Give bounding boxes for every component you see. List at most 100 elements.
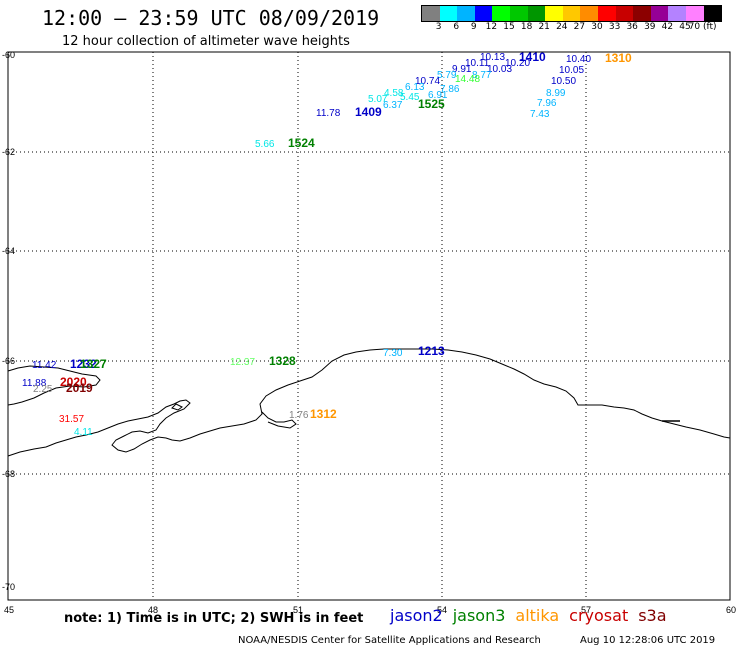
wave-height-value: 12.37: [230, 357, 255, 368]
pass-time-label: 1213: [418, 344, 445, 358]
scale-swatch: [650, 6, 669, 21]
wave-height-value: 9.91: [452, 64, 472, 75]
scale-swatch: [597, 6, 616, 21]
lon-tick-48: 48: [148, 605, 158, 615]
legend-cryosat: cryosat: [569, 606, 629, 625]
wave-height-value: 1.76: [289, 410, 309, 421]
lat-tick-68: -68: [2, 469, 15, 479]
lat-tick-64: -64: [2, 246, 15, 256]
wave-height-value: 5.07: [368, 94, 388, 105]
pass-time-label: 1310: [605, 51, 632, 65]
wave-height-value: 5.66: [255, 139, 275, 150]
satellite-legend: jason2 jason3 altika cryosat s3a: [390, 606, 677, 625]
scale-swatch: [439, 6, 458, 21]
scale-swatch: [545, 6, 563, 21]
wave-height-value: 10.40: [566, 54, 591, 65]
scale-label: 39: [644, 22, 656, 32]
legend-altika: altika: [515, 606, 560, 625]
wave-height-value: 11.42: [32, 360, 57, 371]
map-subtitle: 12 hour collection of altimeter wave hei…: [62, 34, 350, 49]
wave-height-value: 4.58: [384, 88, 404, 99]
legend-jason3: jason3: [452, 606, 506, 625]
lat-tick-66: -66: [2, 356, 15, 366]
lon-tick-51: 51: [293, 605, 303, 615]
lon-tick-45: 45: [4, 605, 14, 615]
map-frame: [7, 51, 731, 601]
scale-swatch: [615, 6, 634, 21]
legend-s3a: s3a: [638, 606, 667, 625]
wave-height-value: 5.79: [437, 70, 457, 81]
pass-time-label: 2020: [60, 375, 87, 389]
graticule: [8, 52, 730, 600]
scale-swatch: [703, 6, 722, 21]
pass-time-label: 1410: [519, 50, 546, 64]
wave-height-value: 7.86: [440, 84, 460, 95]
pass-time-label: 1327: [80, 357, 107, 371]
scale-swatch: [668, 6, 686, 21]
scale-label: 30: [591, 22, 603, 32]
pass-time-label: 1524: [288, 136, 315, 150]
scale-label: 18: [520, 22, 533, 32]
scale-label: 9: [470, 22, 477, 32]
scale-swatch: [527, 6, 546, 21]
lat-tick-62: -62: [2, 147, 15, 157]
scale-swatch: [633, 6, 651, 21]
wave-height-value: 10.13: [480, 52, 505, 63]
wave-height-value: 11.88: [22, 378, 47, 389]
wave-height-value: 7.30: [383, 348, 403, 359]
scale-label: 6: [453, 22, 460, 32]
credit-line: NOAA/NESDIS Center for Satellite Applica…: [238, 635, 541, 646]
scale-label: 3: [435, 22, 442, 32]
wave-height-value: 8.77: [472, 70, 492, 81]
wave-height-value: 10.03: [487, 64, 512, 75]
scale-label: 15: [503, 22, 515, 32]
wave-height-value: 6.91: [428, 90, 448, 101]
pass-time-label: 1525: [418, 97, 445, 111]
pass-time-label: 2019: [66, 381, 93, 395]
scale-swatch: [422, 6, 440, 21]
scale-label: 27: [573, 22, 586, 32]
wave-height-value: 2.25: [33, 384, 53, 395]
wave-height-value: 6.37: [383, 100, 403, 111]
pass-time-labels: 1410 1310 1409 1525 1524 1213 1328 1312 12321327…: [60, 50, 632, 421]
scale-label: 12: [485, 22, 498, 32]
lat-tick-60: -60: [2, 50, 15, 60]
wave-height-value: 6.13: [405, 82, 425, 93]
scale-swatch: [580, 6, 598, 21]
lat-tick-70: -70: [2, 582, 15, 592]
wave-height-value: 4.11: [74, 427, 93, 438]
wave-height-value: 7.43: [530, 109, 550, 120]
wave-height-value: 8.99: [546, 88, 566, 99]
scale-swatch: [509, 6, 528, 21]
scale-swatch: [492, 6, 510, 21]
wave-height-value: 31.57: [59, 414, 84, 425]
scale-swatch: [562, 6, 581, 21]
wave-height-value: 10.05: [559, 65, 584, 76]
scale-label: 24: [556, 22, 568, 32]
lon-tick-60: 60: [726, 605, 736, 615]
map-title: 12:00 – 23:59 UTC 08/09/2019: [42, 6, 380, 30]
wave-height-value: 5.45: [400, 92, 420, 103]
wave-height-value: 14.48: [455, 74, 480, 85]
scale-label: 42: [661, 22, 674, 32]
scale-label: 33: [608, 22, 621, 32]
scale-label: 36: [626, 22, 638, 32]
scale-label: 45: [679, 22, 691, 32]
scale-label: 70 (ft): [688, 22, 717, 32]
scale-swatch: [474, 6, 493, 21]
pass-time-label: 1328: [269, 354, 296, 368]
lon-tick-54: 54: [437, 605, 447, 615]
wave-height-value: 11.78: [316, 108, 341, 119]
scale-swatch: [457, 6, 475, 21]
wave-height-color-scale: [421, 5, 723, 22]
wave-height-value: 7.96: [537, 98, 557, 109]
small-island: [171, 403, 183, 411]
pass-time-label: 1232: [70, 357, 97, 371]
units-note: note: 1) Time is in UTC; 2) SWH is in fe…: [64, 611, 364, 626]
credit-date: Aug 10 12:28:06 UTC 2019: [580, 635, 716, 646]
pass-time-label: 1409: [355, 105, 382, 119]
wave-height-value: 10.50: [551, 76, 576, 87]
antarctic-coastline: [7, 348, 731, 457]
wave-height-value: 10.11: [465, 58, 490, 69]
